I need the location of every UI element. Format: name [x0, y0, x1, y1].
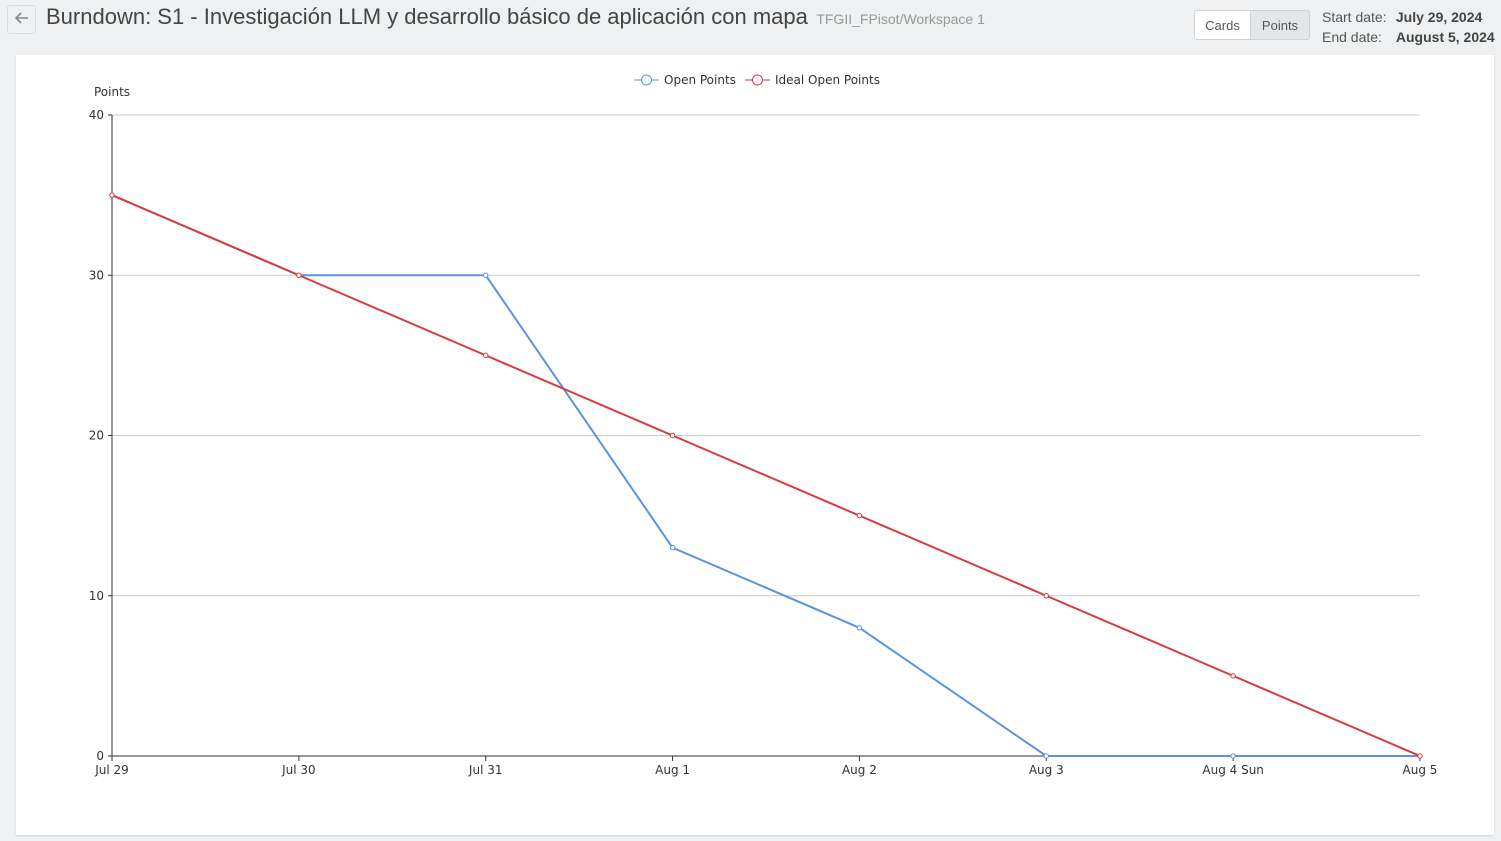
y-tick-label: 0: [96, 749, 104, 763]
x-tick-label: Aug 1: [655, 763, 690, 777]
x-tick-label: Jul 30: [281, 763, 316, 777]
x-tick-label: Jul 31: [468, 763, 503, 777]
data-point-1: [109, 192, 115, 198]
data-point-0: [1043, 753, 1049, 759]
x-tick-label: Jul 29: [94, 763, 129, 777]
data-point-1: [856, 512, 863, 519]
data-point-0: [669, 544, 676, 551]
legend-marker-1: [752, 74, 763, 86]
legend-label-0: Open Points: [664, 73, 736, 87]
points-button[interactable]: Points: [1251, 10, 1310, 40]
x-tick-label: Aug 3: [1029, 763, 1064, 777]
view-toggle: Cards Points: [1194, 10, 1310, 40]
workspace-subtitle: TFGII_FPisot/Workspace 1: [816, 11, 985, 27]
y-tick-label: 10: [89, 589, 104, 603]
y-axis-label: Points: [94, 85, 130, 99]
page-title: Burndown: S1 - Investigación LLM y desar…: [46, 4, 808, 29]
x-tick-label: Aug 2: [842, 763, 877, 777]
chart-panel: 0 10 20 30 40 Points Jul 29 Jul 30 Jul 31 Aug 1 Au…: [16, 55, 1494, 835]
data-point-1: [483, 352, 489, 359]
data-point-0: [1230, 753, 1236, 759]
end-date-label: End date:: [1322, 29, 1382, 45]
start-date-value: July 29, 2024: [1395, 9, 1483, 25]
back-button[interactable]: [7, 5, 36, 34]
sprint-dates: Start date: July 29, 2024 End date: Augu…: [1322, 7, 1495, 47]
data-point-1: [669, 432, 676, 439]
start-date-row: Start date: July 29, 2024: [1322, 7, 1495, 27]
data-point-0: [856, 625, 863, 631]
header: Burndown: S1 - Investigación LLM y desar…: [0, 0, 1501, 52]
end-date-value: August 5, 2024: [1395, 29, 1495, 45]
start-date-label: Start date:: [1322, 9, 1387, 25]
y-tick-label: 40: [89, 108, 104, 122]
legend-marker-0: [641, 74, 652, 86]
data-point-1: [296, 272, 302, 278]
end-date-row: End date: August 5, 2024: [1322, 27, 1495, 47]
burndown-chart: 0 10 20 30 40 Points Jul 29 Jul 30 Jul 31 Aug 1 Au…: [89, 73, 1438, 777]
title-area: Burndown: S1 - Investigación LLM y desar…: [46, 4, 985, 30]
x-tick-label: Aug 4 Sun: [1202, 763, 1264, 777]
x-tick-label: Aug 5: [1403, 763, 1438, 777]
cards-button[interactable]: Cards: [1194, 10, 1251, 40]
arrow-left-icon: [14, 11, 29, 29]
series-line-0: [111, 194, 1420, 757]
series-line-1: [111, 194, 1421, 757]
data-point-1: [1417, 753, 1423, 759]
data-point-1: [1043, 593, 1049, 599]
y-tick-label: 20: [89, 429, 104, 443]
legend-label-1: Ideal Open Points: [775, 73, 880, 87]
data-point-1: [1230, 673, 1236, 679]
y-tick-label: 30: [89, 268, 104, 282]
data-point-0: [483, 272, 489, 278]
